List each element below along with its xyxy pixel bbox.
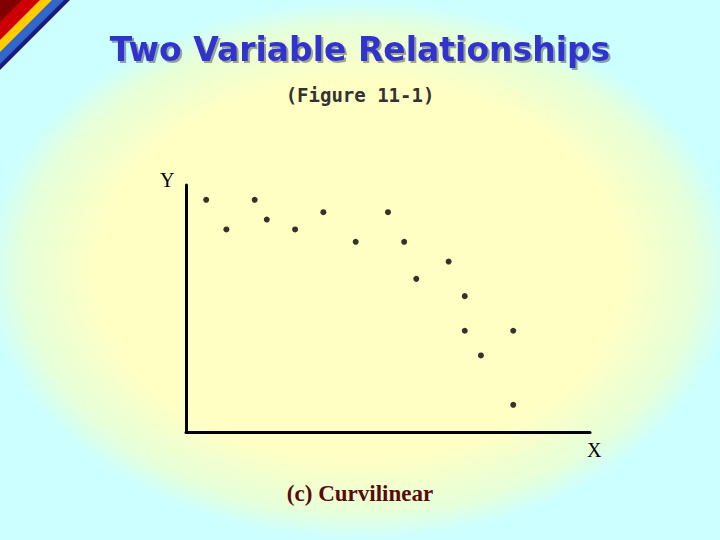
svg-text:(c) Curvilinear: (c) Curvilinear [287,481,433,506]
svg-text:Y: Y [160,169,174,191]
svg-text:X: X [587,439,602,461]
svg-text:Two Variable Relationships: Two Variable Relationships [110,30,611,69]
svg-text:(Figure 11-1): (Figure 11-1) [286,84,435,106]
